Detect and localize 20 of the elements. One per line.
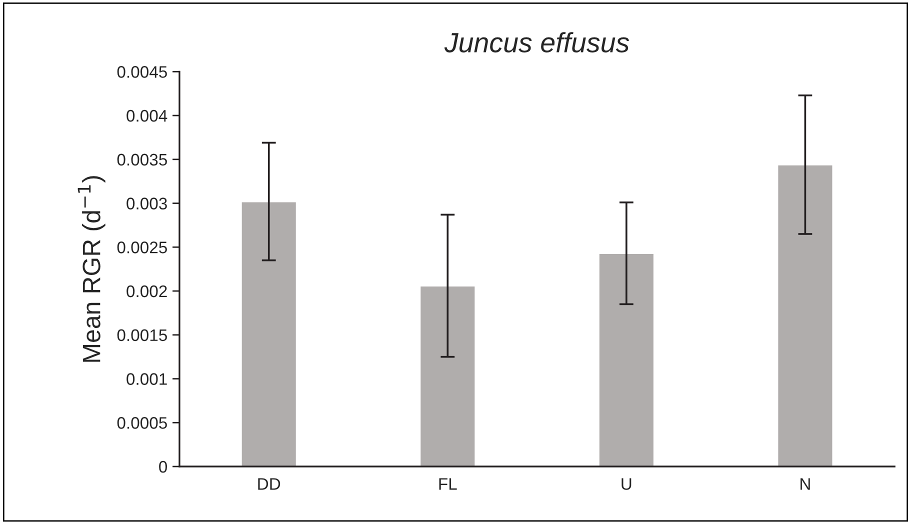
y-tick-label: 0.0035 [117,154,167,166]
y-tick-label: 0.0045 [117,66,167,78]
chart-title: Juncus effusus [444,32,630,52]
x-tick-label: DD [258,478,280,490]
y-tick-label: 0.0005 [117,417,167,429]
x-tick-label: FL [439,478,457,490]
bar [240,200,298,467]
x-tick-label: N [800,478,810,490]
y-tick-label: 0.004 [126,110,168,122]
bar [776,164,834,467]
bar [419,285,476,467]
x-tick-label: U [622,478,632,490]
y-tick-label: 0 [159,460,168,473]
y-tick-label: 0.002 [126,285,167,298]
y-tick-label: 0.003 [126,198,167,210]
y-tick-label: 0.0025 [117,242,167,254]
y-tick-label: 0.001 [126,373,167,385]
bar [598,252,655,467]
y-tick-label: 0.0015 [117,329,167,342]
y-axis-title: Mean RGR (d$^{−1}$) [78,176,106,362]
